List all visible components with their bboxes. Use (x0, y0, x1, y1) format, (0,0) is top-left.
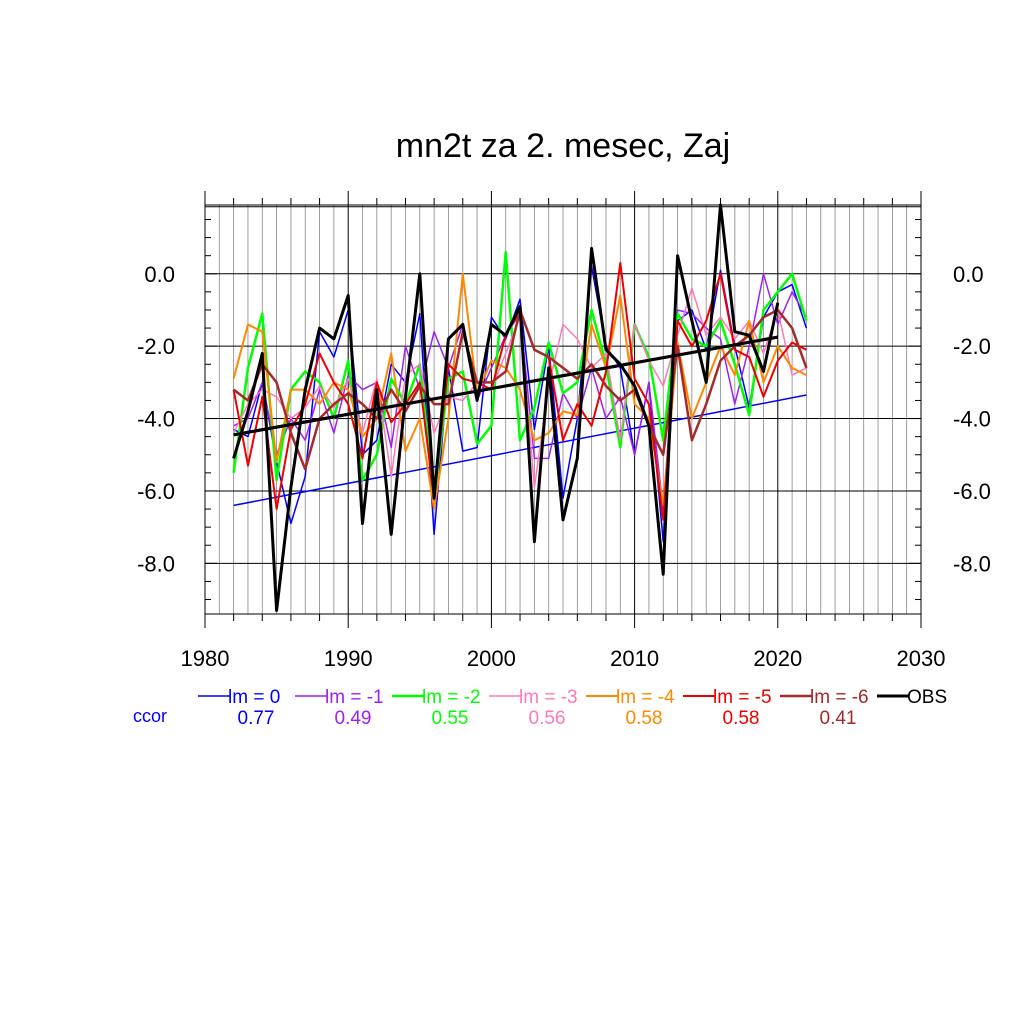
x-tick-label: 1980 (181, 646, 230, 671)
x-tick-label: 1990 (324, 646, 373, 671)
legend-ccor-value: 0.41 (820, 708, 857, 729)
legend-label: lm = -6 (810, 687, 869, 708)
plot-frame (204, 204, 922, 615)
legend-ccor-value: 0.77 (238, 708, 275, 729)
y-tick-label-left: -8.0 (137, 551, 175, 576)
y-tick-label-right: -8.0 (953, 551, 991, 576)
trend-line (233, 394, 807, 507)
legend-label: lm = -5 (713, 687, 772, 708)
y-tick-label-right: -6.0 (953, 479, 991, 504)
legend-ccor-value: 0.55 (432, 708, 469, 729)
y-tick-label-left: -2.0 (137, 334, 175, 359)
x-tick-label: 2000 (467, 646, 516, 671)
legend-ccor-value: 0.58 (723, 708, 760, 729)
y-tick-label-left: -4.0 (137, 407, 175, 432)
legend-label: OBS (907, 687, 947, 708)
x-tick-label: 2010 (610, 646, 659, 671)
series-line-lm-4 (232, 272, 807, 510)
legend-ccor-value: 0.56 (529, 708, 566, 729)
legend-label: lm = -4 (616, 687, 675, 708)
x-tick-label: 2030 (897, 646, 946, 671)
y-tick-label-right: 0.0 (953, 262, 984, 287)
x-tick-label: 2020 (753, 646, 802, 671)
y-tick-label-right: -2.0 (953, 334, 991, 359)
grid (205, 205, 921, 614)
y-tick-label-right: -4.0 (953, 407, 991, 432)
chart-title: mn2t za 2. mesec, Zaj (396, 127, 730, 165)
legend-ccor-value: 0.49 (335, 708, 372, 729)
legend-row-label: ccor (133, 706, 167, 726)
series-line-obs (232, 203, 780, 612)
legend-ccor-value: 0.58 (626, 708, 663, 729)
axis-ticks: 1980 1990 2000 2010 2020 2030 0.0 0.0 -2.0 -2.0 -4… (137, 191, 991, 671)
trend-line-obs (233, 335, 779, 437)
y-tick-label-left: -6.0 (137, 479, 175, 504)
legend-label: lm = -3 (519, 687, 578, 708)
y-tick-label-left: 0.0 (144, 262, 175, 287)
legend-label: lm = -2 (422, 687, 481, 708)
series-lines (232, 203, 808, 612)
legend-label: lm = -1 (325, 687, 384, 708)
legend-label: lm = 0 (228, 687, 280, 708)
